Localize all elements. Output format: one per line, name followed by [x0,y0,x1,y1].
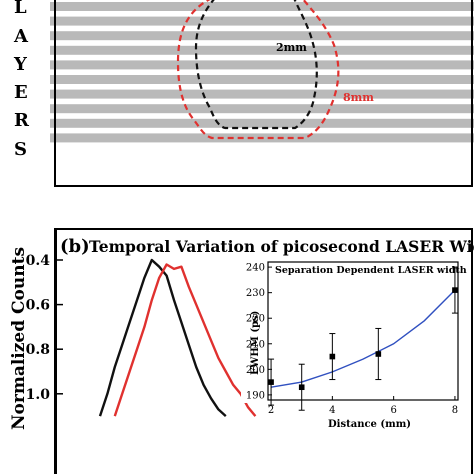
black-trace [98,258,227,417]
side-letter-l: L [14,0,27,18]
inset-y-tick-label: 220 [246,314,265,325]
inset-y-tick-label: 200 [246,365,265,376]
inset-ylabel: FWHM (ps) [250,311,261,375]
panel-b-title: Temporal Variation of picosecond LASER W… [89,237,474,256]
main-y-tick-label: 0.8 [26,342,50,358]
side-letters: L A Y E R S [13,0,30,160]
data-point [452,287,458,293]
layer-stripe [50,104,474,114]
data-point [329,353,336,360]
inset-title: Separation Dependent LASER width [275,265,467,276]
layer-stripe [50,118,474,128]
panel-b-ylabel: Normalized Counts [9,247,29,430]
inset-chart: Separation Dependent LASER width FWHM (p… [241,261,467,430]
outer-loop [176,0,340,140]
data-point [268,379,274,385]
inset-xlabel: Distance (mm) [328,419,411,430]
panel-a-frame [54,0,473,187]
layer-stripe [50,31,474,41]
side-letter-y: Y [13,54,28,75]
inset-x-tick-label: 6 [390,405,396,416]
layer-stripe [50,45,474,55]
panel-b-label: (b) [60,236,90,257]
side-letter-r: R [14,110,30,131]
data-point [375,351,382,357]
inset-y-tick-label: 190 [246,390,265,401]
layer-stripe [50,60,474,70]
main-y-tick-label: 1.0 [26,387,51,403]
side-letter-e: E [14,82,28,103]
main-traces [98,258,257,417]
outer-size-label: 8mm [343,91,374,104]
main-y-tick-label: 0.4 [26,253,51,269]
layer-stripe [50,16,474,26]
panel-a: L A Y E R S 2mm 8mm [13,0,474,187]
inset-x-tick-label: 4 [329,405,335,416]
layer-stripe [50,75,474,84]
inner-size-label: 2mm [276,41,307,54]
layer-stripe [50,2,474,11]
inner-loop [194,0,318,130]
inset-x-tick-label: 8 [452,405,458,416]
layer-stripes [50,2,474,143]
main-y-tick-label: 0.6 [26,298,50,314]
inset-frame [241,261,463,403]
inset-plot-area [267,261,459,401]
inset-axes: 190 200 210 220 230 240 2 4 6 8 [246,263,458,416]
inset-y-tick-label: 240 [246,263,265,274]
inset-y-tick-label: 230 [246,288,265,299]
main-y-axis: 1.0 0.8 0.6 0.4 [26,229,63,474]
side-letter-s: S [14,139,27,160]
inset-y-tick-label: 210 [246,339,265,350]
panel-b: (b) Temporal Variation of picosecond LAS… [9,228,474,474]
side-letter-a: A [13,26,29,47]
data-point [298,384,305,391]
red-trace [113,263,257,417]
inset-points [268,266,458,411]
inset-x-tick-label: 2 [268,405,274,416]
layer-stripe [50,89,474,99]
